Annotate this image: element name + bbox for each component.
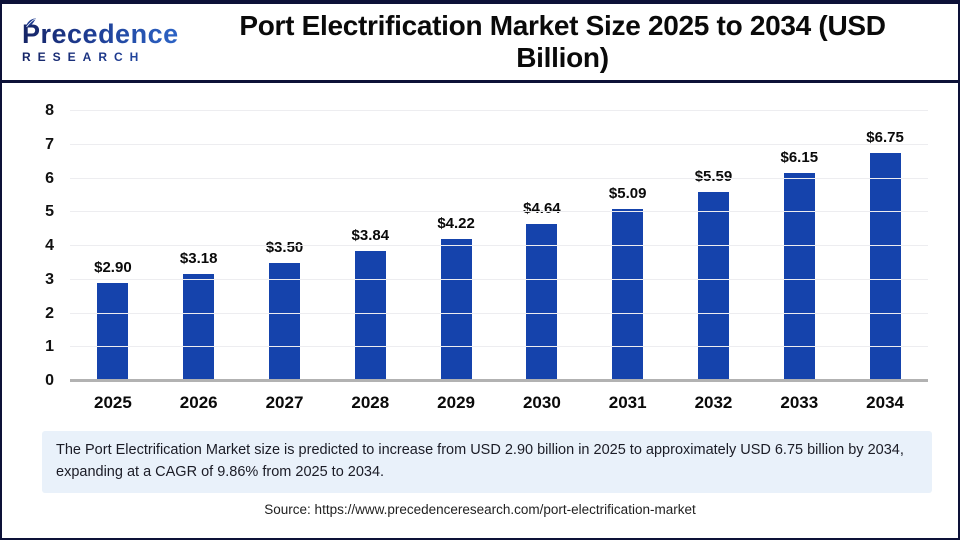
bar-value-label-2026: $3.18 — [179, 249, 218, 267]
bar-2027 — [268, 262, 300, 381]
gridline-3 — [70, 278, 928, 280]
bar-column-2030: $4.64 — [499, 111, 585, 381]
bar-2029 — [440, 238, 472, 381]
gridline-0 — [70, 379, 928, 382]
y-tick-label-0: 0 — [45, 372, 54, 389]
plot-area: $2.90 $3.18 $3.50 $3.84 $4.22 $4.64 $5.09 $5.59… — [70, 110, 928, 382]
bar-value-label-2025: $2.90 — [94, 259, 132, 277]
y-tick-label-4: 4 — [45, 237, 54, 254]
leaf-icon — [25, 18, 36, 28]
header: Precedence RESEARCH Port Electrification… — [2, 4, 958, 83]
logo-wordmark: Precedence — [22, 19, 197, 48]
x-axis-label-2026: 2026 — [179, 393, 218, 412]
bar-2030 — [526, 224, 558, 381]
bar-value-label-2028: $3.84 — [351, 227, 390, 245]
gridline-5 — [70, 211, 928, 213]
bar-column-2026: $3.18 — [156, 111, 242, 381]
bar-column-2032: $5.59 — [671, 111, 757, 381]
y-tick-label-7: 7 — [45, 135, 54, 153]
y-tick-label-5: 5 — [45, 203, 54, 221]
bar-2028 — [354, 251, 386, 381]
gridline-4 — [70, 245, 928, 246]
bar-value-label-2027: $3.50 — [265, 238, 304, 256]
gridline-6 — [70, 177, 928, 179]
x-axis-label-2034: 2034 — [866, 393, 904, 412]
bar-column-2034: $6.75 — [842, 111, 928, 381]
y-tick-label-2: 2 — [45, 304, 54, 322]
x-axis-label-2025: 2025 — [93, 393, 132, 412]
summary-note: The Port Electrification Market size is … — [42, 431, 932, 493]
source-attribution: Source: https://www.precedenceresearch.c… — [264, 501, 696, 517]
bar-value-label-2029: $4.22 — [437, 214, 475, 232]
bar-value-label-2034: $6.75 — [866, 129, 904, 147]
bar-2031 — [612, 209, 644, 381]
x-axis-label-2028: 2028 — [351, 393, 390, 412]
bar-column-2028: $3.84 — [327, 111, 413, 381]
y-tick-label-6: 6 — [45, 169, 54, 187]
bar-2026 — [183, 273, 215, 381]
bar-column-2029: $4.22 — [413, 111, 499, 381]
bar-2033 — [783, 173, 815, 381]
logo-subtitle: RESEARCH — [22, 50, 197, 64]
bar-value-label-2033: $6.15 — [780, 149, 819, 167]
x-axis-label-2031: 2031 — [608, 393, 647, 412]
bar-value-label-2031: $5.09 — [608, 185, 647, 203]
bar-column-2025: $2.90 — [70, 111, 156, 381]
y-tick-label-3: 3 — [45, 270, 54, 288]
bar-column-2027: $3.50 — [242, 111, 328, 381]
gridline-1 — [70, 346, 928, 348]
x-axis-label-2033: 2033 — [780, 393, 819, 412]
chart-section: 0 1 2 3 4 5 6 7 8 $2.90 $3.18 $3.50 $3.84 $4.22 $4.64… — [2, 83, 958, 413]
bar-column-2031: $5.09 — [585, 111, 671, 381]
bar-column-2033: $6.15 — [756, 111, 842, 381]
x-axis-label-2030: 2030 — [522, 393, 561, 412]
bar-value-label-2030: $4.64 — [523, 200, 561, 218]
bars-row: $2.90 $3.18 $3.50 $3.84 $4.22 $4.64 $5.09 $5.59… — [70, 111, 928, 381]
precedence-research-logo: Precedence RESEARCH — [2, 18, 197, 64]
x-axis: 2025 2026 2027 2028 2029 2030 2031 2032 2033 2034 — [70, 381, 928, 413]
bar-2032 — [697, 192, 729, 381]
bar-value-label-2032: $5.59 — [694, 168, 733, 186]
bar-2034 — [869, 153, 901, 381]
gridline-7 — [70, 143, 928, 145]
gridline-8 — [70, 110, 928, 111]
gridline-2 — [70, 312, 928, 314]
page-title: Port Electrification Market Size 2025 to… — [239, 10, 886, 73]
x-axis-label-2032: 2032 — [694, 393, 733, 412]
x-axis-label-2027: 2027 — [265, 393, 304, 412]
y-tick-label-1: 1 — [45, 338, 54, 356]
y-axis: 0 1 2 3 4 5 6 7 8 — [22, 102, 70, 389]
bar-2025 — [97, 283, 129, 381]
y-tick-label-8: 8 — [45, 102, 54, 119]
x-axis-label-2029: 2029 — [437, 393, 475, 412]
